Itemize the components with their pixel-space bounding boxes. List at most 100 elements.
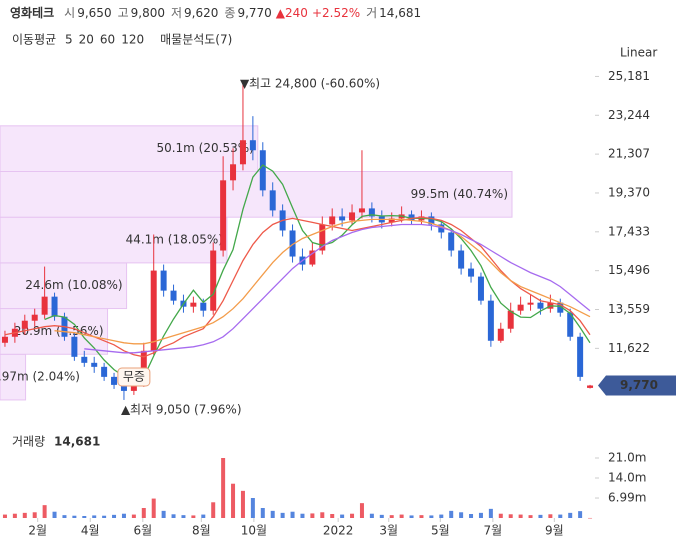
candle-body xyxy=(349,212,356,221)
volume-bar xyxy=(121,513,126,518)
candle-body xyxy=(1,336,8,343)
volume-bar xyxy=(568,512,573,518)
candle-body xyxy=(537,302,544,309)
candle-body xyxy=(438,224,445,233)
volume-bar xyxy=(231,483,236,518)
x-tick-label: 2022 xyxy=(323,524,354,538)
x-tick-label: 9월 xyxy=(545,524,564,538)
y-tick-label: 13,559 xyxy=(608,302,650,316)
profile-label: 44.1m (18.05%) xyxy=(126,233,223,247)
candle-body xyxy=(289,230,296,257)
volume-bar xyxy=(459,512,464,518)
volume-bar xyxy=(469,514,474,518)
volume-y-tick-label: 14.0m xyxy=(608,471,646,485)
volume-bar xyxy=(22,512,27,518)
volume-bar xyxy=(221,458,226,518)
volume-bar xyxy=(92,515,97,518)
candle-body xyxy=(21,320,28,329)
y-tick-label: 25,181 xyxy=(608,69,650,83)
ma-line xyxy=(54,218,591,345)
high-annotation: 최고 24,800 (-60.60%) xyxy=(249,77,380,91)
candle-body xyxy=(577,336,584,377)
event-label: 무증 xyxy=(123,370,145,384)
volume-bar xyxy=(369,513,374,518)
candle-body xyxy=(130,382,137,391)
change: 240 xyxy=(285,6,308,20)
volume-bar xyxy=(310,513,315,518)
candle-body xyxy=(239,140,246,165)
y-tick-label: 17,433 xyxy=(608,224,650,238)
volume-bar xyxy=(320,512,325,518)
volume-bar xyxy=(191,515,196,518)
volume-bar xyxy=(518,514,523,518)
volume-bar xyxy=(260,508,265,518)
ma-legend-item: 60 xyxy=(100,33,115,47)
scale-label[interactable]: Linear xyxy=(620,46,657,60)
candle-body xyxy=(140,350,147,383)
volume-bar xyxy=(340,514,345,518)
last-price-label: 9,770 xyxy=(620,378,658,392)
volume-bar xyxy=(240,490,245,518)
volume-bar xyxy=(359,503,364,518)
candle-body xyxy=(448,232,455,251)
volume-title: 거래량 xyxy=(12,435,45,449)
low-label: 저 xyxy=(171,6,182,20)
up-arrow: ▲ xyxy=(276,6,286,20)
volume-bar xyxy=(280,512,285,518)
event-tag xyxy=(117,367,151,387)
x-tick-label: 2월 xyxy=(28,524,47,538)
profile-bar xyxy=(0,353,27,401)
x-tick-label: 7월 xyxy=(484,524,503,538)
volume-bar xyxy=(12,513,17,518)
candle-body xyxy=(517,304,524,311)
high-value: 9,800 xyxy=(131,6,165,20)
volume-bar xyxy=(32,512,37,518)
candle-body xyxy=(71,336,78,357)
profile-label: 4.97m (2.04%) xyxy=(0,370,80,384)
change-pct: +2.52% xyxy=(312,6,360,20)
volume-bar xyxy=(548,514,553,518)
candle-body xyxy=(319,224,326,251)
volume-bar xyxy=(250,498,255,518)
profile-label: 24.6m (10.08%) xyxy=(25,278,122,292)
header: 영화테크 시 9,650 고 9,800 저 9,620 종 9,770 ▲240 +2.52% 거 1… xyxy=(10,5,421,20)
volume-bar xyxy=(538,514,543,518)
x-tick-label: 5월 xyxy=(431,524,450,538)
x-tick-label: 8월 xyxy=(192,524,211,538)
profile-title: 매물분석도(7) xyxy=(160,33,232,47)
volume-bar xyxy=(52,511,57,518)
candle-body xyxy=(587,385,594,388)
volume-bar xyxy=(201,514,206,518)
candle-body xyxy=(210,250,217,311)
profile-label: 50.1m (20.53%) xyxy=(156,141,253,155)
volume-bar xyxy=(409,515,414,518)
volume-bar xyxy=(151,498,156,518)
open-label: 시 xyxy=(64,6,75,20)
volume-bar xyxy=(379,514,384,518)
profile-label: 99.5m (40.74%) xyxy=(411,187,508,201)
candle-body xyxy=(477,276,484,301)
ma-legend-item: 120 xyxy=(121,33,144,47)
candle-body xyxy=(507,310,514,329)
candle-body xyxy=(388,218,395,223)
candle-body xyxy=(487,300,494,341)
volume-bar xyxy=(161,510,166,518)
y-tick-label: 23,244 xyxy=(608,108,650,122)
candle-body xyxy=(527,302,534,305)
volume-bar xyxy=(330,514,335,518)
ma-legend-item: 20 xyxy=(79,33,94,47)
volume-label: 거 xyxy=(366,6,377,20)
volume-bar xyxy=(270,510,275,518)
volume-value: 14,681 xyxy=(379,6,421,20)
candle-body xyxy=(170,290,177,301)
ma-legend-title: 이동평균 xyxy=(12,33,56,47)
candle-body xyxy=(150,270,157,351)
candle-body xyxy=(41,296,48,315)
candle-body xyxy=(81,356,88,363)
x-tick-label: 4월 xyxy=(81,524,100,538)
low-annotation: 최저 9,050 (7.96%) xyxy=(130,402,242,416)
candle-body xyxy=(51,296,58,317)
candle-body xyxy=(368,208,375,217)
volume-bar xyxy=(419,515,424,518)
